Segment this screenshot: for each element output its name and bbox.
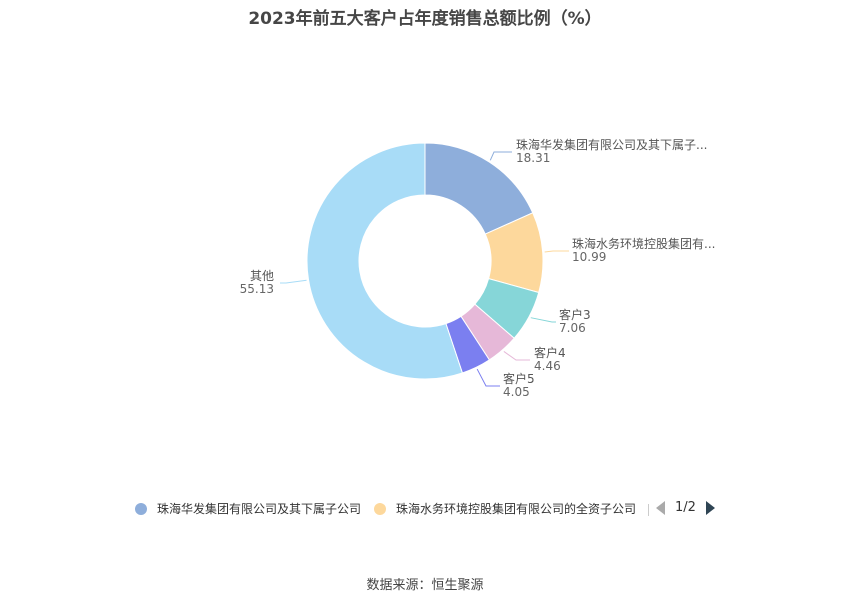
leader-line-2: [544, 250, 569, 253]
slice-value-label-3: 7.06: [559, 321, 586, 335]
slice-value-label-6: 55.13: [240, 282, 274, 296]
slice-value-label-4: 4.46: [534, 359, 561, 373]
slice-name-label-4: 客户4: [534, 345, 566, 360]
slice-value-label-5: 4.05: [503, 385, 530, 399]
slice-name-label-5: 客户5: [503, 371, 535, 386]
next-page-icon[interactable]: [705, 500, 715, 515]
legend-pager: 1/2: [656, 500, 715, 515]
legend-dot-1: [135, 502, 147, 515]
slices-group: [306, 142, 544, 380]
data-source: 数据来源：恒生聚源: [366, 578, 484, 593]
legend-label-1: 珠海华发集团有限公司及其下属子公司: [157, 502, 362, 516]
slice-name-label-6: 其他: [250, 269, 274, 283]
legend-label-2: 珠海水务环境控股集团有限公司的全资子公司: [396, 502, 637, 516]
slice-value-label-1: 18.31: [516, 151, 550, 165]
labels-group: 珠海华发集团有限公司及其下属子...18.31 珠海水务环境控股集团有...10.…: [240, 137, 716, 399]
legend-item-2[interactable]: 珠海水务环境控股集团有限公司的全资子公司: [374, 500, 636, 517]
legend-dot-2: [374, 502, 386, 515]
slice-name-label-3: 客户3: [559, 307, 591, 322]
legend-separator: [648, 504, 649, 516]
slice-name-label-1: 珠海华发集团有限公司及其下属子...: [516, 137, 707, 152]
leader-line-4: [503, 351, 530, 361]
leader-line-1: [489, 151, 512, 161]
legend: 珠海华发集团有限公司及其下属子公司 珠海水务环境控股集团有限公司的全资子公司 1…: [0, 500, 850, 520]
slice-value-label-2: 10.99: [572, 250, 606, 264]
legend-item-1[interactable]: 珠海华发集团有限公司及其下属子公司: [135, 500, 361, 517]
prev-page-icon[interactable]: [656, 500, 665, 515]
chart-title: 2023年前五大客户占年度销售总额比例（%）: [248, 9, 602, 29]
donut-slice-6[interactable]: [306, 142, 464, 380]
slice-name-label-2: 珠海水务环境控股集团有...: [572, 236, 715, 251]
leader-line-3: [530, 317, 556, 323]
legend-page-indicator: 1/2: [675, 500, 696, 515]
leader-line-5: [476, 368, 500, 387]
leader-line-6: [280, 279, 307, 284]
